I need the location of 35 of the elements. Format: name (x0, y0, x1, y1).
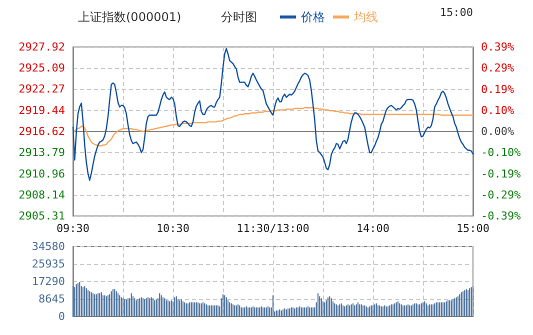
chart-subtitle: 分时图 (221, 10, 257, 24)
y-tick-label: 2916.62 (18, 124, 65, 138)
y2-tick-label: 0.29% (481, 62, 514, 75)
x-tick-label: 14:00 (356, 222, 390, 235)
line-series (72, 48, 474, 181)
x-tick-label: 10:30 (156, 222, 190, 235)
y2-tick-label: -0.29% (481, 188, 522, 202)
y-tick-label: 2908.14 (18, 188, 66, 202)
y2-tick-label: -0.19% (481, 167, 522, 180)
x-tick-label: 09:30 (56, 222, 90, 235)
y-tick-label: 2905.31 (18, 210, 65, 222)
y-tick-label: 17290 (32, 275, 65, 288)
line-series (72, 107, 474, 146)
y2-tick-label: -0.10% (481, 146, 522, 160)
y2-tick-label: 0.39% (481, 40, 514, 54)
y-tick-label: 2927.92 (18, 40, 65, 54)
y-tick-label: 2919.44 (18, 104, 66, 117)
y-tick-label: 25935 (32, 258, 65, 270)
y-tick-label: 2910.96 (18, 167, 65, 180)
x-tick-label: 15:00 (456, 222, 490, 235)
legend-label: 均线 (353, 10, 378, 24)
y2-tick-label: -0.39% (481, 210, 522, 222)
y2-tick-label: 0.10% (481, 104, 514, 117)
y-tick-label: 2922.27 (18, 82, 65, 96)
legend-label: 价格 (300, 10, 325, 24)
y-tick-label: 0 (58, 310, 65, 323)
y-tick-label: 2913.79 (18, 146, 65, 160)
text: 15:00 (440, 6, 474, 19)
y2-tick-label: 0.00% (481, 125, 514, 138)
y-tick-label: 2925.09 (18, 62, 65, 75)
y-tick-label: 8645 (38, 292, 65, 306)
chart-title: 上证指数(000001) (78, 10, 182, 24)
y-tick-label: 34580 (32, 240, 65, 253)
y2-tick-label: 0.19% (481, 82, 514, 96)
x-tick-label: 11:30/13:00 (236, 222, 310, 235)
